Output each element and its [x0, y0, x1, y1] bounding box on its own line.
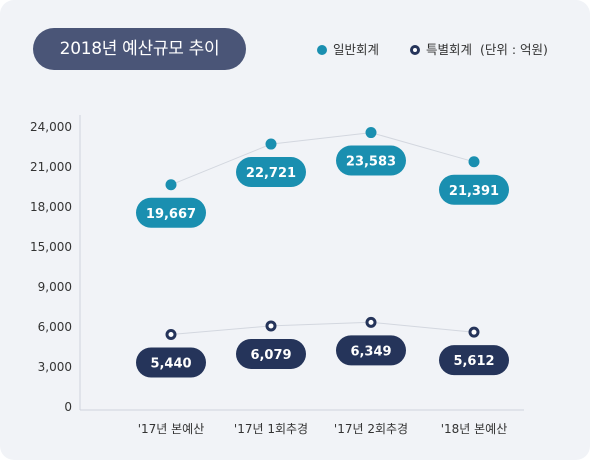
y-tick-label: 6,000: [38, 320, 72, 334]
general-data-point: [165, 179, 177, 191]
general-series-line: [170, 132, 475, 186]
special-data-point: [468, 326, 480, 338]
general-value-label: 19,667: [146, 207, 196, 222]
y-tick-label: 21,000: [30, 160, 72, 174]
special-value-label: 6,079: [250, 348, 291, 363]
legend-special-marker: [410, 45, 420, 55]
y-tick-label: 3,000: [38, 360, 72, 374]
special-value-badge: [439, 345, 509, 376]
chart-title: 2018년 예산규모 추이: [33, 28, 246, 70]
x-tick-label: '18년 본예산: [441, 422, 508, 436]
general-value-badge: [439, 174, 509, 205]
unit-note: (단위 : 억원): [480, 42, 548, 57]
special-value-label: 5,612: [453, 354, 494, 369]
special-series-line: [170, 321, 475, 335]
y-tick-label: 24,000: [30, 120, 72, 134]
legend-general-label: 일반회계: [333, 42, 380, 57]
special-data-point: [365, 316, 377, 328]
special-value-label: 5,440: [150, 356, 191, 371]
x-tick-label: '17년 본예산: [138, 422, 205, 436]
special-value-label: 6,349: [350, 344, 391, 359]
y-tick-label: 0: [64, 400, 72, 414]
general-data-point: [468, 156, 480, 168]
y-tick-label: 18,000: [30, 200, 72, 214]
general-data-point: [365, 127, 377, 139]
x-tick-label: '17년 1회추경: [234, 422, 308, 436]
y-tick-label: 9,000: [38, 280, 72, 294]
general-data-point: [265, 138, 277, 150]
special-value-badge: [136, 347, 206, 378]
general-value-label: 21,391: [449, 184, 499, 199]
general-value-badge: [236, 157, 306, 188]
special-data-point: [265, 320, 277, 332]
special-value-badge: [336, 335, 406, 366]
general-value-label: 23,583: [346, 155, 396, 170]
special-value-badge: [236, 338, 306, 369]
general-value-label: 22,721: [246, 166, 296, 181]
legend-special-label: 특별회계: [426, 42, 473, 57]
special-data-point: [165, 328, 177, 340]
legend-general-marker: [317, 45, 327, 55]
x-tick-label: '17년 2회추경: [334, 422, 408, 436]
general-value-badge: [136, 197, 206, 228]
legend-general: 일반회계: [317, 42, 379, 58]
legend-special: 특별회계 (단위 : 억원): [410, 42, 548, 58]
y-tick-label: 15,000: [30, 240, 72, 254]
general-value-badge: [336, 145, 406, 176]
